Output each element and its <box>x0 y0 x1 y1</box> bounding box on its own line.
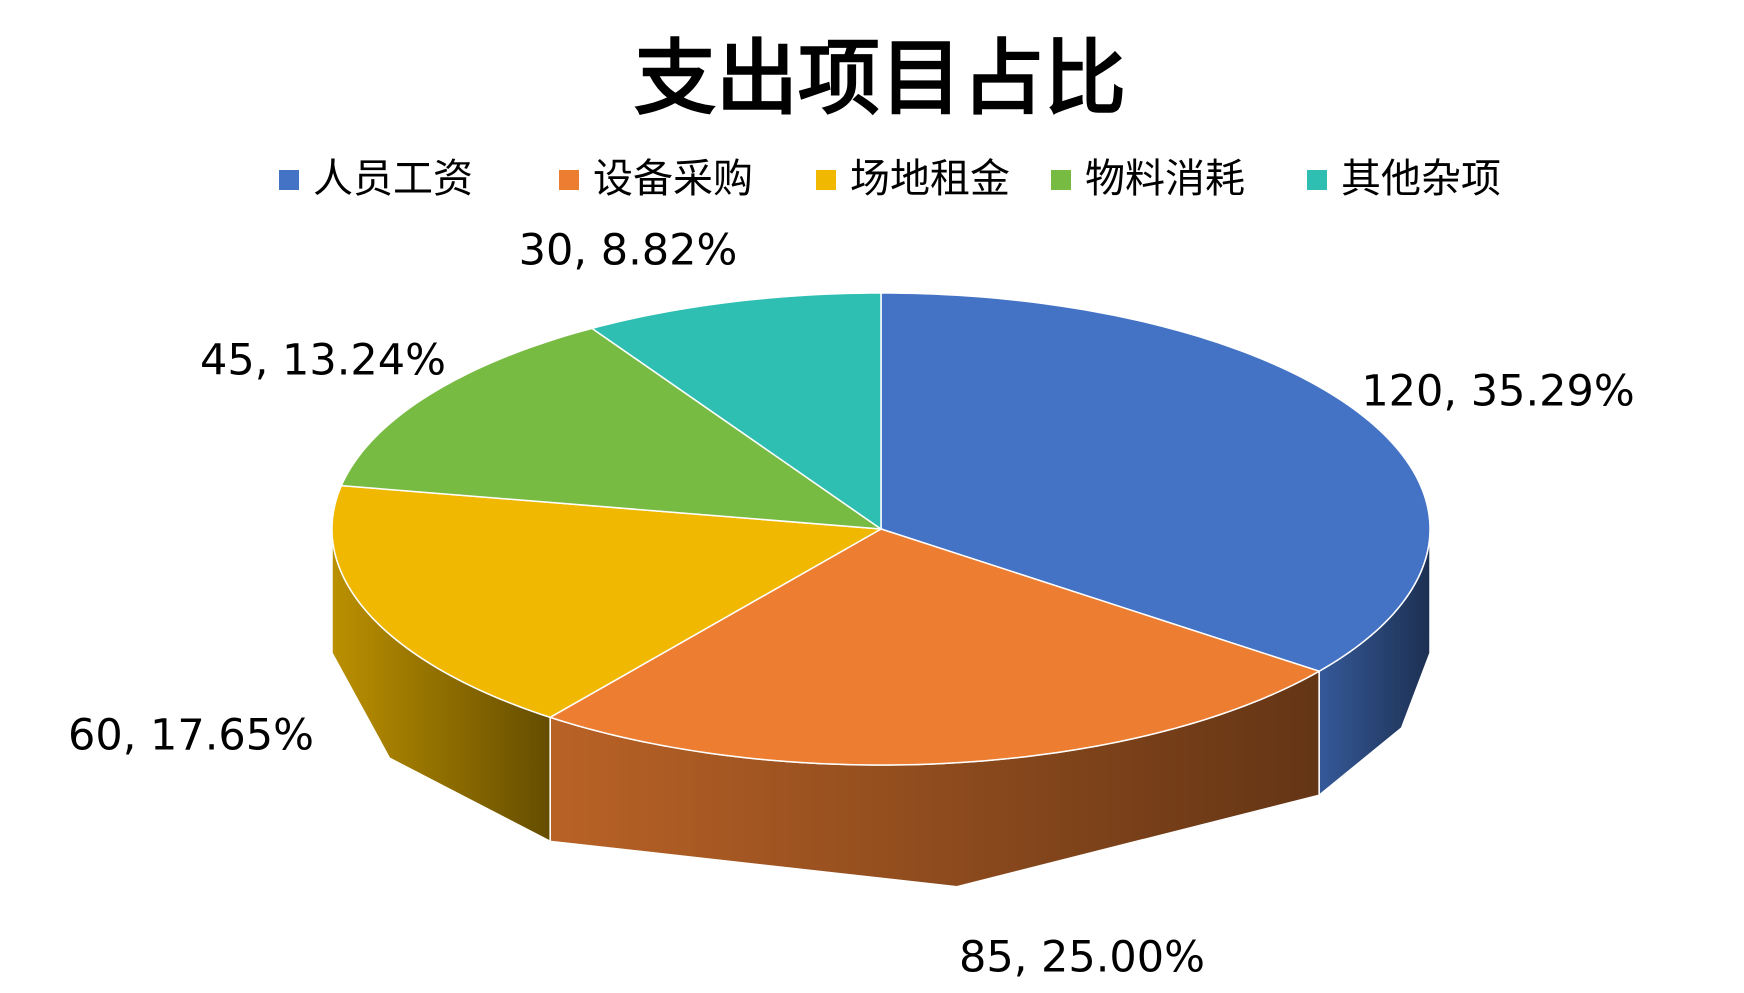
data-label: 60, 17.65% <box>68 711 314 761</box>
data-label: 85, 25.00% <box>959 933 1205 983</box>
slice <box>590 292 882 531</box>
legend-label: 人员工资 <box>313 156 473 202</box>
slice <box>880 292 1431 673</box>
legend-swatch <box>1051 170 1071 190</box>
legend-swatch <box>279 170 299 190</box>
slice <box>340 327 884 530</box>
data-label: 45, 13.24% <box>200 336 446 386</box>
legend-label: 物料消耗 <box>1085 156 1245 202</box>
chart-title: 支出项目占比 <box>634 31 1126 126</box>
legend-swatch <box>559 170 579 190</box>
data-label: 30, 8.82% <box>519 226 738 276</box>
slice <box>331 484 884 719</box>
legend-label: 场地租金 <box>850 156 1010 202</box>
data-label: 120, 35.29% <box>1361 367 1634 417</box>
legend-swatch <box>1307 170 1327 190</box>
legend-swatch <box>816 170 836 190</box>
slice <box>548 528 1321 766</box>
legend-label: 设备采购 <box>593 156 753 202</box>
legend-label: 其他杂项 <box>1341 156 1501 202</box>
